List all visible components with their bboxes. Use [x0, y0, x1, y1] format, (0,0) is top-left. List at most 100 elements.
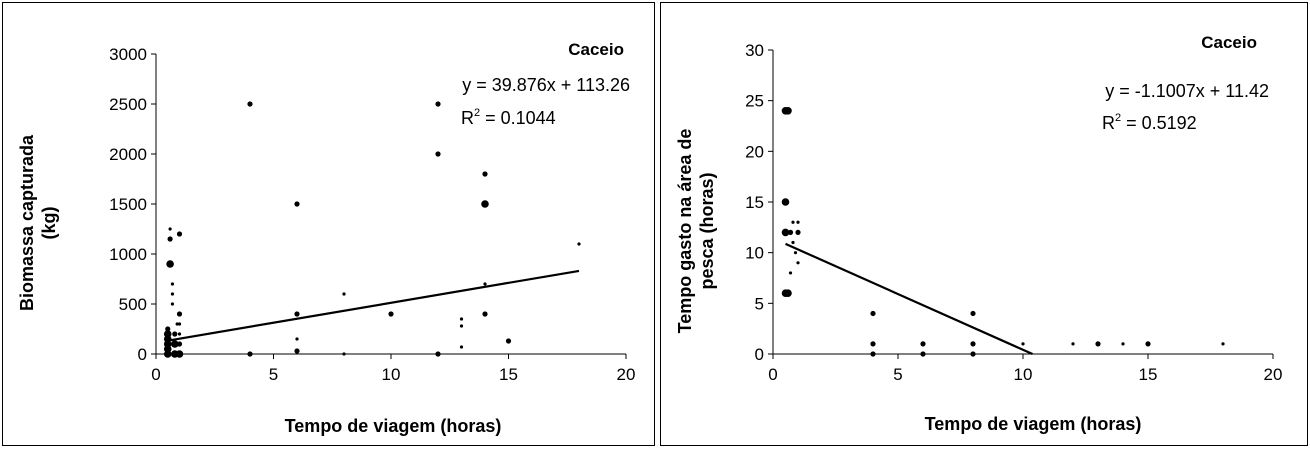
data-point	[787, 229, 794, 235]
trendline	[167, 269, 580, 342]
data-point	[1145, 341, 1151, 347]
data-point	[1221, 342, 1225, 346]
y-tick-label: 5	[755, 294, 764, 313]
data-point	[435, 351, 441, 357]
y-tick-label: 15	[745, 193, 764, 212]
data-point	[796, 220, 800, 224]
trend-equation-fishing-time: y = -1.1007x + 11.42	[1105, 81, 1269, 101]
x-tick-label: 20	[1264, 365, 1283, 384]
data-point	[970, 341, 976, 347]
data-point	[168, 227, 172, 231]
y-axis-title-line-1: Biomassa capturada	[17, 134, 37, 311]
y-tick-label: 25	[745, 92, 764, 111]
data-point	[920, 341, 926, 347]
data-point	[247, 351, 253, 357]
data-point	[482, 311, 488, 317]
data-point	[177, 332, 182, 336]
r-squared-value: = 0.1044	[480, 108, 556, 128]
chart-panel-fishing-time: Tempo gasto na área de pesca (horas) 0 5 1…	[660, 2, 1308, 446]
data-point	[784, 107, 792, 115]
trend-equation-biomass: y = 39.876x + 113.26	[462, 75, 630, 95]
data-point	[171, 340, 179, 348]
r-squared-fishing-time: R2 = 0.5192	[1102, 112, 1197, 133]
y-tick-label: 10	[745, 244, 764, 263]
data-point	[176, 231, 183, 237]
data-point	[342, 352, 346, 356]
y-axis-title-line-2: pesca (horas)	[697, 172, 717, 289]
data-point	[459, 317, 464, 321]
y-axis-title-line-2: (kg)	[39, 207, 59, 240]
data-point	[1121, 342, 1125, 346]
chart-svg-biomass: Biomassa capturada (kg) 0 500 1000 1500 2000…	[17, 40, 635, 436]
y-tick-label: 0	[755, 345, 764, 364]
r-squared-label: R	[461, 108, 474, 128]
data-point	[793, 251, 798, 255]
data-point	[294, 348, 300, 354]
data-point	[459, 345, 464, 349]
data-point	[342, 292, 346, 296]
x-tick-label: 20	[617, 365, 636, 384]
x-tick-label: 0	[768, 365, 777, 384]
y-tick-label: 0	[138, 345, 147, 364]
data-point	[870, 310, 876, 317]
y-tick-label: 1500	[109, 195, 147, 214]
data-point	[459, 324, 464, 328]
x-tick-label: 5	[269, 365, 278, 384]
data-point	[435, 101, 441, 107]
r-squared-value: = 0.5192	[1121, 113, 1197, 133]
data-point	[483, 282, 487, 286]
y-tick-label: 500	[119, 295, 147, 314]
data-point	[1071, 342, 1075, 346]
y-tick-label: 2000	[109, 145, 147, 164]
data-point	[247, 101, 253, 107]
y-axis-title-line-1: Tempo gasto na área de	[675, 129, 695, 334]
x-axis-title-fishing-time: Tempo de viagem (horas)	[925, 414, 1142, 434]
data-point	[788, 271, 793, 275]
r-squared-label: R	[1102, 113, 1115, 133]
plot-area-biomass: 0 500 1000 1500 2000 2500 3000 0 5 10 15 20	[109, 45, 635, 384]
data-point	[177, 322, 182, 326]
data-point	[170, 282, 175, 286]
data-point	[870, 351, 876, 357]
data-point	[167, 236, 173, 242]
data-point	[970, 310, 976, 317]
data-point	[166, 260, 174, 268]
y-tick-label: 20	[745, 142, 764, 161]
data-point	[165, 326, 171, 332]
data-point	[294, 311, 300, 317]
y-tick-label: 2500	[109, 95, 147, 114]
data-point	[170, 292, 175, 296]
data-point	[170, 302, 175, 306]
r-squared-biomass: R2 = 0.1044	[461, 107, 556, 128]
site-label-fishing-time: Caceio	[1201, 33, 1257, 52]
chart-panel-biomass: Biomassa capturada (kg) 0 500 1000 1500 2000…	[2, 2, 655, 446]
data-point	[163, 330, 172, 338]
data-point	[795, 229, 801, 235]
chart-svg-fishing-time: Tempo gasto na área de pesca (horas) 0 5 1…	[675, 33, 1283, 434]
data-point	[176, 311, 183, 317]
x-axis-title-biomass: Tempo de viagem (horas)	[285, 416, 502, 436]
data-point	[435, 151, 441, 157]
x-tick-label: 5	[893, 365, 902, 384]
data-point	[796, 261, 800, 265]
x-tick-label: 10	[382, 365, 401, 384]
data-point	[920, 351, 926, 357]
trendline	[785, 242, 1033, 356]
data-point	[482, 171, 488, 177]
r-squared-exponent: 2	[474, 107, 480, 119]
r-squared-exponent: 2	[1115, 112, 1121, 124]
data-point	[577, 242, 581, 246]
data-point	[1095, 341, 1101, 347]
data-point	[176, 341, 183, 347]
x-tick-label: 15	[1139, 365, 1158, 384]
y-tick-label: 3000	[109, 45, 147, 64]
data-point	[175, 322, 179, 326]
y-tick-label: 30	[745, 41, 764, 60]
data-point	[781, 228, 790, 237]
data-point	[295, 337, 299, 341]
data-point	[791, 220, 795, 224]
x-tick-label: 0	[151, 365, 160, 384]
y-tick-label: 1000	[109, 245, 147, 264]
data-point	[781, 198, 790, 206]
data-point	[505, 338, 512, 344]
